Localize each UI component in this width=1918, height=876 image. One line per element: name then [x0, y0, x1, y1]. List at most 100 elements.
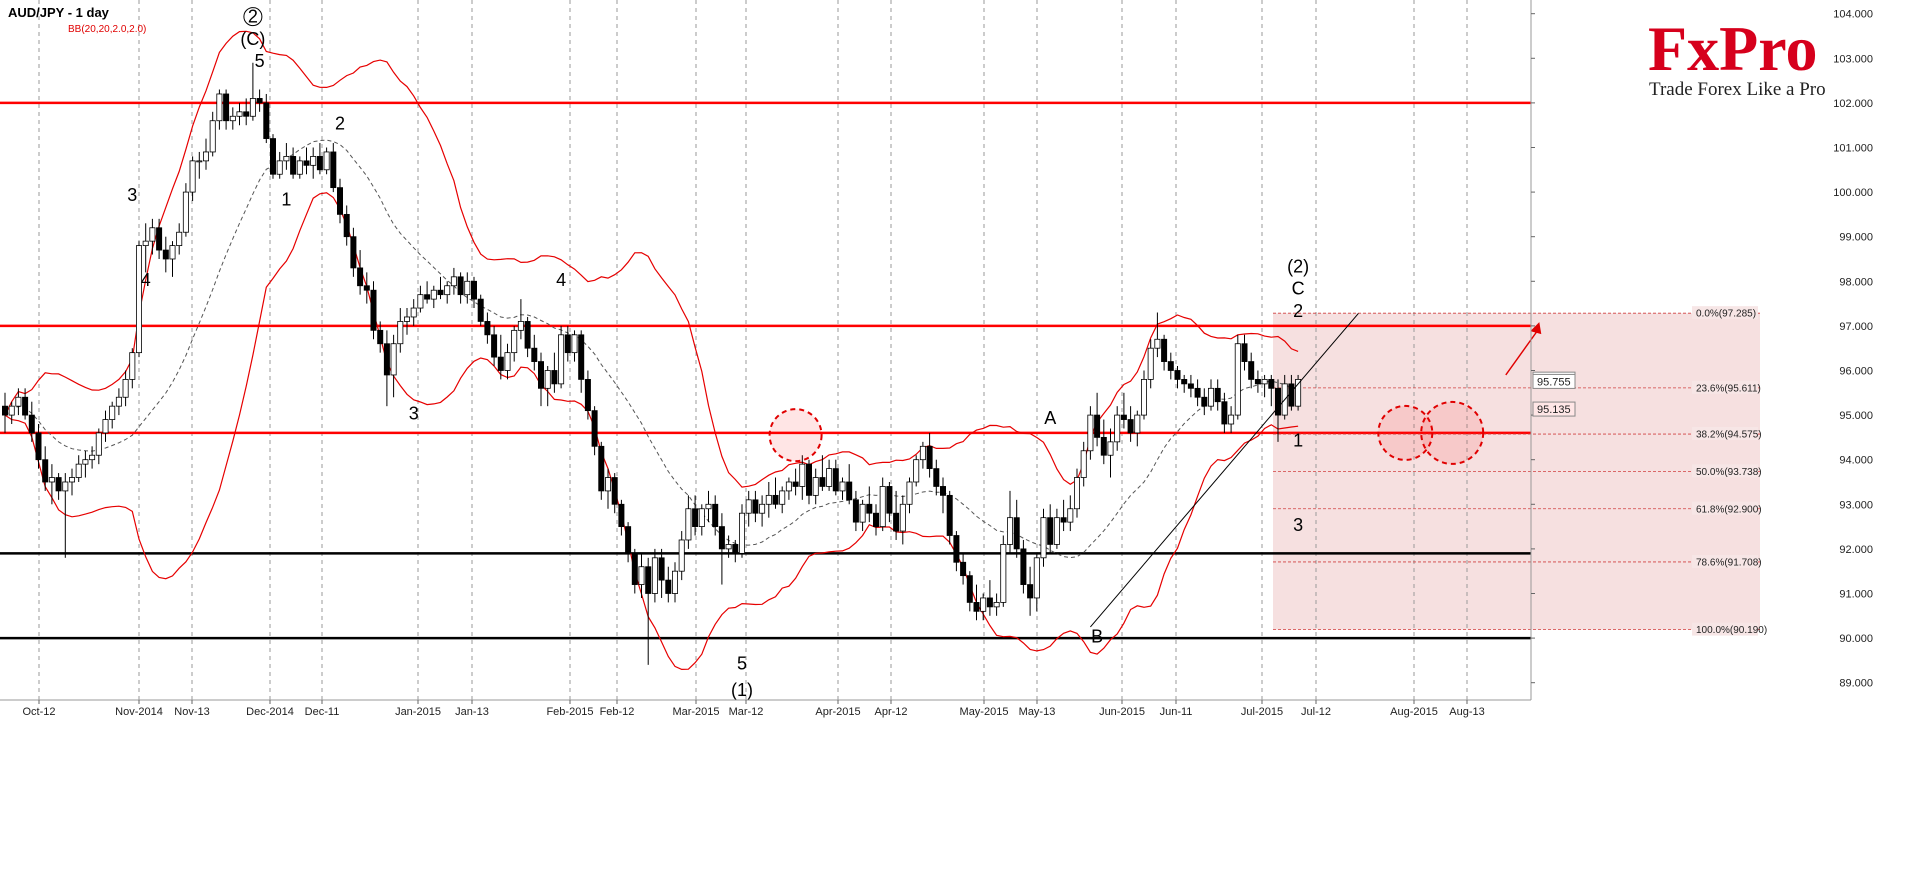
- projection-arrow-head: [1530, 322, 1542, 335]
- candle: [578, 330, 585, 393]
- fib-label-bg: [1692, 427, 1758, 441]
- candle: [383, 330, 390, 407]
- y-tick-label: 104.000: [1833, 9, 1873, 21]
- bearish-candle-body: [22, 396, 29, 416]
- x-tick-label: Nov-2014: [115, 706, 163, 718]
- y-tick-label: 93.000: [1839, 499, 1873, 511]
- wave-label: A: [1044, 408, 1056, 428]
- wave-label: 2: [335, 114, 345, 134]
- candle: [792, 468, 799, 496]
- bullish-candle-body: [504, 352, 511, 371]
- y-tick-label: 99.000: [1839, 232, 1873, 244]
- candle: [1167, 352, 1174, 380]
- candle: [102, 410, 109, 442]
- candle: [55, 473, 62, 500]
- bullish-candle-body: [698, 508, 705, 527]
- bullish-candle-body: [169, 245, 176, 260]
- bearish-candle-body: [1120, 414, 1127, 420]
- y-tick-label: 92.000: [1839, 544, 1873, 556]
- candle: [156, 218, 163, 259]
- brand-tagline: Trade Forex Like a Pro: [1649, 79, 1826, 100]
- candle: [1080, 441, 1087, 487]
- candle: [1114, 406, 1121, 451]
- bullish-candle-body: [826, 468, 833, 487]
- candle: [457, 272, 464, 304]
- candle: [1067, 495, 1074, 532]
- y-tick-label: 97.000: [1839, 321, 1873, 333]
- bullish-candle-body: [135, 245, 142, 354]
- bearish-candle-body: [35, 432, 42, 461]
- bullish-candle-body: [638, 566, 645, 585]
- candle: [336, 178, 343, 224]
- candle: [290, 147, 297, 179]
- candle: [1100, 419, 1107, 465]
- bullish-candle-body: [1000, 544, 1007, 603]
- bullish-candle-body: [75, 463, 82, 478]
- bearish-candle-body: [363, 285, 370, 291]
- candle: [176, 223, 183, 255]
- bullish-candle-body: [189, 160, 196, 193]
- candle: [692, 495, 699, 536]
- bullish-candle-body: [1134, 414, 1141, 434]
- candle: [665, 566, 672, 603]
- candle: [846, 464, 853, 505]
- candle: [62, 473, 69, 558]
- x-tick-label: Feb-12: [600, 706, 635, 718]
- bearish-candle-body: [1194, 387, 1201, 398]
- bullish-candle-body: [1114, 414, 1121, 443]
- bullish-candle-body: [1208, 387, 1215, 407]
- bullish-candle-body: [1074, 477, 1081, 510]
- wave-label: 4: [141, 270, 151, 290]
- bullish-candle-body: [115, 396, 122, 407]
- candle: [618, 499, 625, 536]
- candle: [370, 281, 377, 340]
- candle: [873, 504, 880, 536]
- candle: [169, 241, 176, 277]
- candle: [1275, 379, 1282, 442]
- bullish-candle-body: [759, 503, 766, 514]
- bearish-candle-body: [477, 298, 484, 322]
- price-box-label: 95.135: [1537, 404, 1571, 416]
- bearish-candle-body: [645, 566, 652, 594]
- candle: [256, 89, 263, 112]
- bearish-candle-body: [960, 561, 967, 577]
- candle: [571, 330, 578, 362]
- candle: [410, 299, 417, 326]
- bullish-candle-body: [209, 120, 216, 153]
- bearish-candle-body: [370, 289, 377, 331]
- bullish-candle-body: [236, 111, 243, 117]
- y-tick-label: 101.000: [1833, 142, 1873, 154]
- candle: [1201, 388, 1208, 416]
- wave-label: 3: [127, 185, 137, 205]
- candle: [1141, 370, 1148, 420]
- candle: [1228, 406, 1235, 433]
- bullish-candle-body: [202, 151, 209, 162]
- candle: [269, 134, 276, 179]
- bearish-candle-body: [551, 370, 558, 385]
- bearish-candle-body: [1020, 548, 1027, 585]
- candle: [1161, 334, 1168, 371]
- bearish-candle-body: [772, 494, 779, 505]
- bullish-candle-body: [323, 151, 330, 171]
- bullish-candle-body: [605, 477, 612, 492]
- y-tick-label: 96.000: [1839, 365, 1873, 377]
- y-tick-label: 91.000: [1839, 588, 1873, 600]
- bullish-candle-body: [812, 477, 819, 496]
- bearish-candle-body: [491, 334, 498, 358]
- fib-label-bg: [1692, 554, 1758, 568]
- bullish-candle-body: [310, 156, 317, 166]
- bearish-candle-body: [1288, 383, 1295, 407]
- candle: [598, 441, 605, 500]
- candle: [759, 495, 766, 527]
- candle: [645, 557, 652, 665]
- bearish-candle-body: [1060, 517, 1067, 523]
- bearish-candle-body: [243, 111, 250, 117]
- candle: [1221, 392, 1228, 433]
- bearish-candle-body: [986, 597, 993, 608]
- candle: [739, 504, 746, 558]
- bullish-candle-body: [1087, 414, 1094, 452]
- candle: [1094, 392, 1101, 447]
- bullish-candle-body: [276, 160, 283, 175]
- candle: [229, 107, 236, 130]
